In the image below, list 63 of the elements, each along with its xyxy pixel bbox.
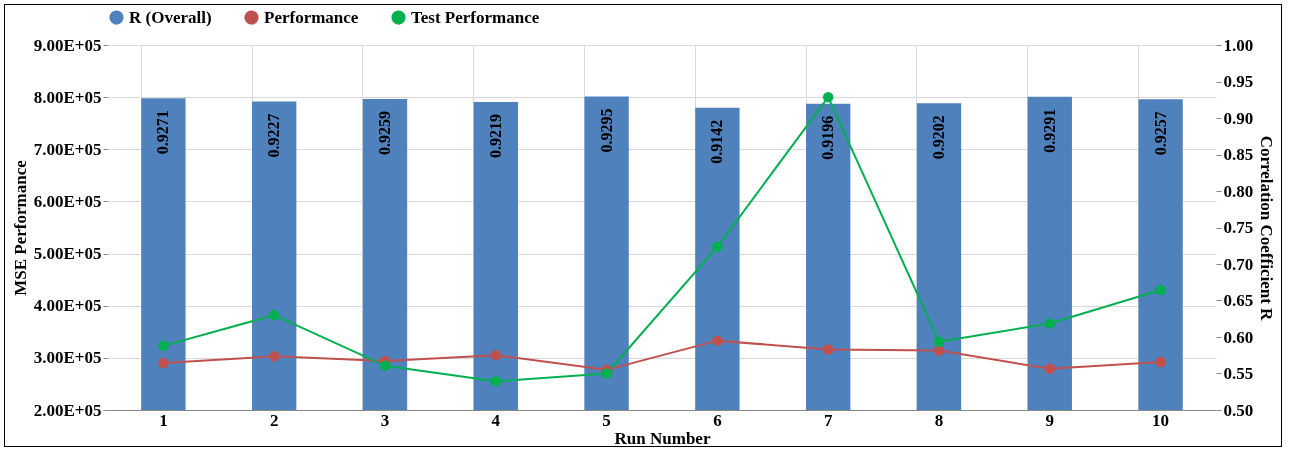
point <box>712 335 723 346</box>
point <box>490 376 502 387</box>
y-tick-label: 2.00E+05 <box>33 400 102 420</box>
point <box>933 345 945 356</box>
point <box>822 344 834 355</box>
y-tick-label: 3.00E+05 <box>33 348 102 368</box>
point <box>490 350 502 361</box>
x-tick-label: 6 <box>713 410 722 430</box>
y2-tick-label: 0.80 <box>1223 181 1254 201</box>
point <box>268 351 280 362</box>
y-tick-label: 6.00E+05 <box>33 191 102 211</box>
x-axis-title: Run Number <box>614 428 711 448</box>
data-label: 0.9142 <box>708 119 726 164</box>
data-label: 0.9295 <box>597 108 615 153</box>
y2-tick-label: 0.95 <box>1223 72 1254 91</box>
y-tick-label: 9.00E+05 <box>33 35 102 55</box>
point <box>933 336 945 347</box>
y2-tick-label: 0.90 <box>1223 108 1254 128</box>
y-tick-label: 7.00E+05 <box>33 139 102 159</box>
y2-tick-label: 0.70 <box>1223 254 1254 274</box>
data-label: 0.9271 <box>154 110 172 155</box>
legend-label: Test Performance <box>411 7 540 27</box>
y2-tick-label: 0.75 <box>1223 218 1254 237</box>
y2-tick-label: 1.00 <box>1223 35 1254 55</box>
x-tick-label: 5 <box>602 410 611 430</box>
y2-tick-label: 0.55 <box>1223 364 1254 383</box>
point <box>712 241 723 253</box>
data-label: 0.9196 <box>819 115 837 160</box>
y2-tick-label: 0.60 <box>1223 327 1254 347</box>
x-tick-label: 3 <box>380 410 390 430</box>
y2-tick-label: 0.85 <box>1223 145 1254 164</box>
x-tick-label: 2 <box>269 410 279 430</box>
data-label: 0.9291 <box>1040 108 1058 153</box>
y-tick-label: 4.00E+05 <box>33 296 102 316</box>
point <box>158 340 169 352</box>
point <box>1155 284 1166 296</box>
point <box>158 357 169 369</box>
data-label: 0.9257 <box>1151 111 1169 156</box>
x-tick-label: 7 <box>823 410 833 430</box>
point <box>1044 363 1056 375</box>
point <box>1155 356 1166 368</box>
y2-axis-title: Correlation Coefficient R <box>1257 135 1277 322</box>
point <box>822 91 834 103</box>
x-tick-label: 9 <box>1045 410 1055 430</box>
x-tick-label: 1 <box>159 410 168 430</box>
data-label: 0.9219 <box>486 114 504 159</box>
x-tick-label: 4 <box>491 410 501 430</box>
point <box>601 368 612 379</box>
y2-tick-label: 0.65 <box>1223 291 1254 310</box>
point <box>1044 318 1056 329</box>
point <box>268 309 280 321</box>
data-label: 0.9227 <box>265 113 283 158</box>
y-tick-label: 5.00E+05 <box>33 244 102 264</box>
x-tick-label: 10 <box>1152 410 1170 430</box>
x-tick-label: 8 <box>934 410 944 430</box>
data-label: 0.9259 <box>376 111 393 156</box>
point <box>379 360 391 371</box>
y-axis-title: MSE Performance <box>10 159 30 296</box>
legend-label: Performance <box>264 7 359 27</box>
legend-label: R (Overall) <box>129 7 212 27</box>
y-tick-label: 8.00E+05 <box>33 87 102 107</box>
data-label: 0.9202 <box>930 115 947 160</box>
y2-tick-label: 0.50 <box>1223 400 1254 420</box>
